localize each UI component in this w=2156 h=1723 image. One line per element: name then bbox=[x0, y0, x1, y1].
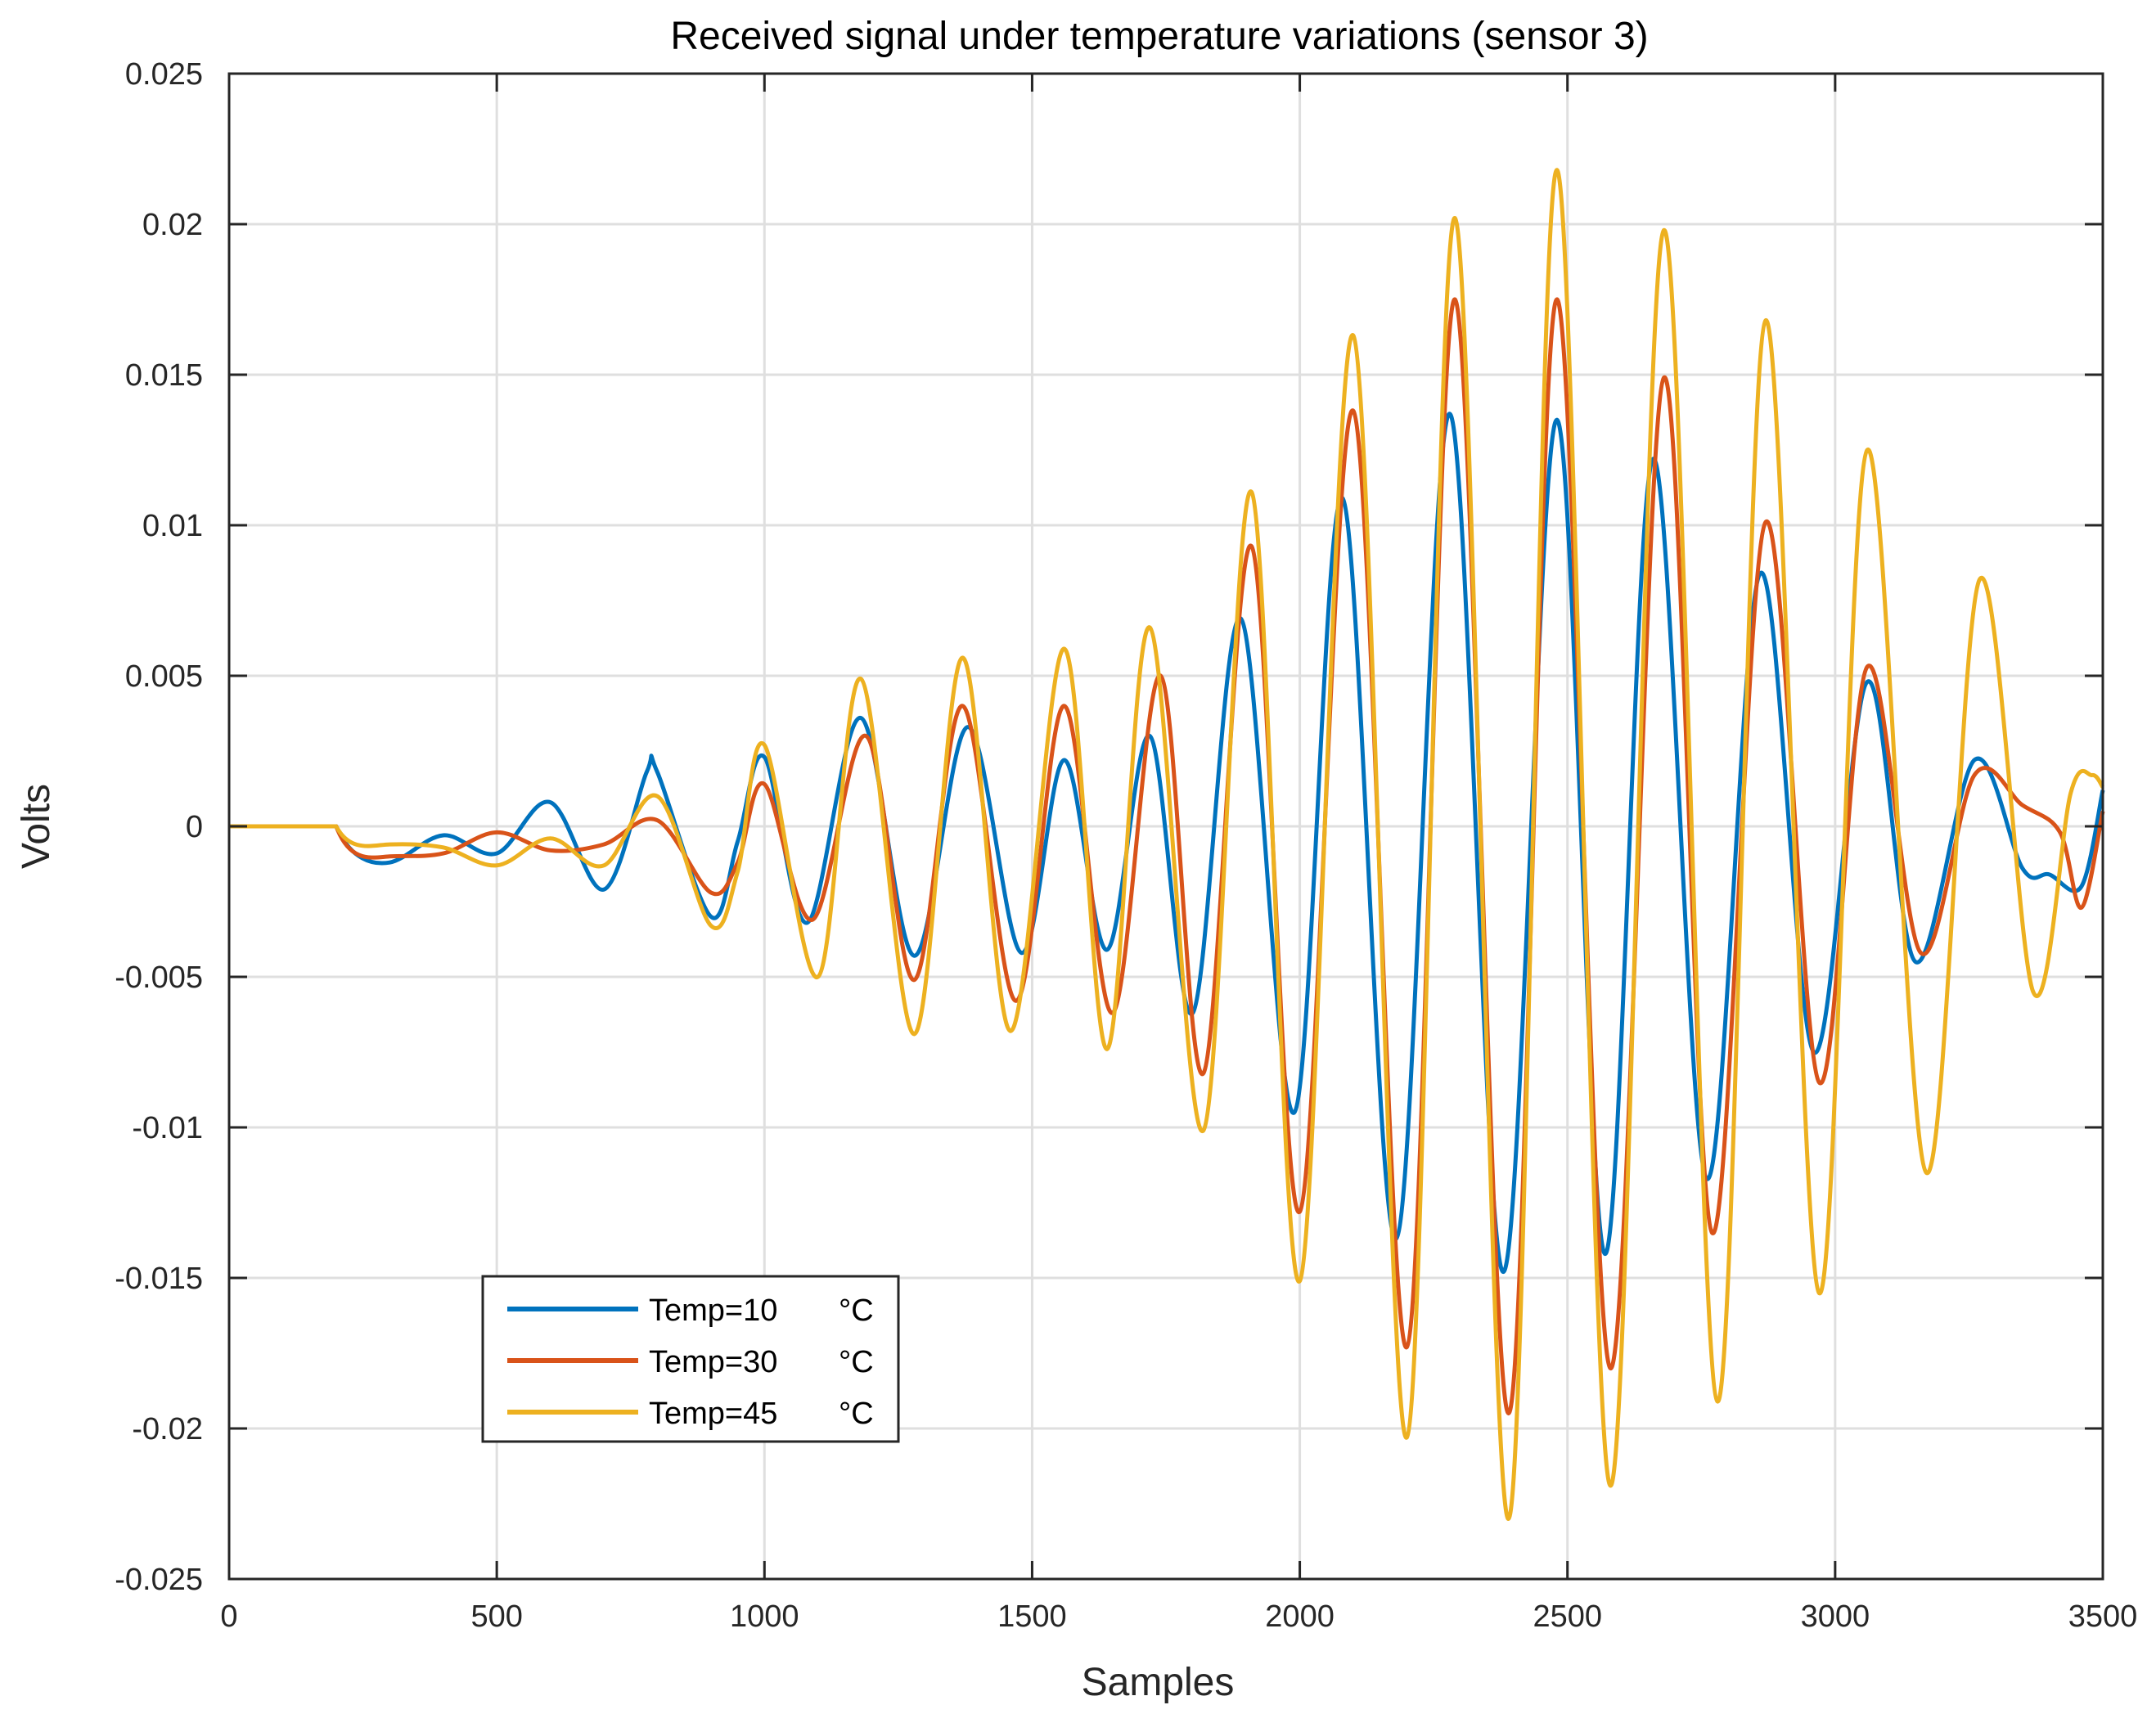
x-tick-label: 0 bbox=[220, 1599, 237, 1634]
x-tick-label: 3000 bbox=[1801, 1599, 1870, 1634]
x-tick-label: 500 bbox=[470, 1599, 522, 1634]
y-tick-label: -0.01 bbox=[132, 1111, 203, 1145]
series-line-temp-30 bbox=[229, 297, 2105, 1416]
x-tick-label: 3500 bbox=[2068, 1599, 2138, 1634]
y-tick-label: 0.02 bbox=[142, 208, 203, 242]
y-tick-label: -0.02 bbox=[132, 1412, 203, 1446]
series-layer bbox=[229, 168, 2105, 1521]
legend-label-temp-10: Temp=10 bbox=[649, 1293, 777, 1328]
axis-ticks bbox=[227, 72, 2104, 1581]
x-tick-label: 2000 bbox=[1265, 1599, 1335, 1634]
y-tick-label: 0.025 bbox=[125, 57, 203, 92]
y-tick-label: 0.01 bbox=[142, 509, 203, 543]
y-axis-title: Volts bbox=[15, 784, 58, 869]
series-line-temp-45 bbox=[229, 168, 2105, 1521]
x-tick-labels: 0 500 1000 1500 2000 2500 3000 3500 bbox=[220, 1599, 2137, 1634]
legend-unit-temp-10: °C bbox=[839, 1293, 874, 1328]
series-line-temp-10 bbox=[229, 412, 2105, 1275]
legend-label-temp-45: Temp=45 bbox=[649, 1397, 777, 1431]
y-tick-label: -0.015 bbox=[115, 1262, 203, 1296]
legend: Temp=10 °C Temp=30 °C Temp=45 °C bbox=[481, 1275, 900, 1443]
legend-entry-temp-10: Temp=10 °C bbox=[507, 1293, 874, 1328]
chart-title: Received signal under temperature variat… bbox=[670, 15, 1648, 58]
x-tick-label: 2500 bbox=[1533, 1599, 1602, 1634]
y-tick-label: -0.005 bbox=[115, 960, 203, 995]
x-tick-label: 1500 bbox=[997, 1599, 1067, 1634]
y-tick-label: 0.015 bbox=[125, 358, 203, 393]
legend-unit-temp-30: °C bbox=[839, 1345, 874, 1379]
legend-label-temp-30: Temp=30 bbox=[649, 1345, 777, 1379]
y-tick-labels: -0.025 -0.02 -0.015 -0.01 -0.005 0 0.005 0.01 0.… bbox=[115, 57, 203, 1597]
y-tick-label: 0.005 bbox=[125, 659, 203, 694]
legend-entry-temp-30: Temp=30 °C bbox=[507, 1345, 874, 1379]
legend-entry-temp-45: Temp=45 °C bbox=[507, 1397, 874, 1431]
x-axis-title: Samples bbox=[1082, 1661, 1235, 1704]
y-tick-label: -0.025 bbox=[115, 1563, 203, 1597]
y-tick-label: 0 bbox=[186, 810, 203, 844]
legend-unit-temp-45: °C bbox=[839, 1397, 874, 1431]
x-tick-label: 1000 bbox=[730, 1599, 799, 1634]
